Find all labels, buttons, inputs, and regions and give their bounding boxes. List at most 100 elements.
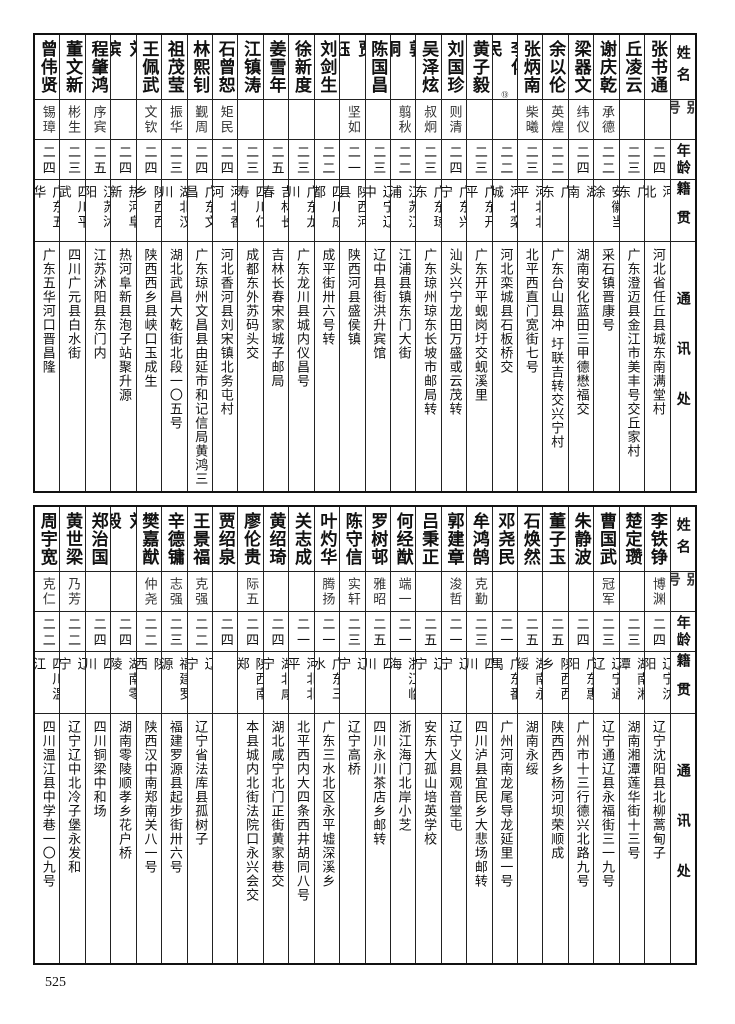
cell-alias <box>416 572 441 612</box>
cell-age: 二一 <box>289 612 314 652</box>
cell-address: 湖南安化蓝田三甲德懋福交 <box>569 242 593 491</box>
cell-address-text: 广东琼州琼东长坡市邮局转 <box>421 248 437 416</box>
cell-name-text: 郭建章 <box>443 512 464 566</box>
header-origin-text: 籍贯 <box>674 181 691 240</box>
cell-name: 李铁铮 <box>645 507 670 572</box>
cell-origin-text: 河北北平 <box>289 657 314 702</box>
cell-origin: 四川仁寿 <box>238 180 263 242</box>
cell-address: 四川广元县白水街 <box>60 242 84 491</box>
cell-address-text: 陕西汉中南郑南关八一号 <box>141 720 157 874</box>
cell-alias <box>492 572 518 612</box>
cell-origin-text: 湖南 <box>568 185 594 223</box>
person-record: 陈国昌 二三 辽宁辽中 辽中县街洪升宾馆 <box>364 35 390 491</box>
person-record: 梁器文 纬仪 二四 湖南 湖南安化蓝田三甲德懋福交 <box>567 35 594 491</box>
person-record: 贾钰坚如二一陕西河县陕西河县盛侯镇 <box>339 35 365 491</box>
cell-name-text: 祖茂莹 <box>163 40 184 94</box>
cell-origin-text: 湖南永绥 <box>518 657 543 702</box>
person-record: 樊嘉猷 仲尧 二二 陕西 陕西汉中南郑南关八一号 <box>135 507 162 963</box>
cell-name: 梁器文 <box>568 35 594 100</box>
header-name: 姓名 <box>670 35 695 100</box>
cell-name-text: 程肇鸿 <box>87 40 108 94</box>
person-record: 张炳南 柴曦 二三 河北北平 北平西直门宽街七号 <box>517 35 543 491</box>
cell-alias-text: 矩民 <box>217 105 233 135</box>
cell-alias: 振华 <box>162 100 187 140</box>
cell-origin: 辽宁辽中 <box>365 180 390 242</box>
cell-name: 黄绍琦 <box>263 507 289 572</box>
cell-age: 二四 <box>645 612 670 652</box>
cell-alias: 际五 <box>238 572 263 612</box>
cell-origin: 湖北咸宁 <box>263 652 289 714</box>
cell-origin: 广东 <box>619 180 645 242</box>
cell-name-text: 廖伦贵 <box>240 512 261 566</box>
cell-age-text: 二四 <box>217 145 233 177</box>
cell-origin: 广东琼东 <box>416 180 441 242</box>
cell-alias: 克勤 <box>467 572 492 612</box>
cell-origin: 广东五华 <box>35 180 60 242</box>
cell-address-text: 广州市十三行德兴北路九号 <box>573 720 589 888</box>
cell-name: 郑治国 <box>85 507 111 572</box>
cell-alias: 柴曦 <box>518 100 543 140</box>
cell-age: 二三 <box>60 140 85 180</box>
cell-origin: 河北北平 <box>518 180 543 242</box>
cell-alias-text: 振华 <box>166 105 182 135</box>
person-record: 张书通 二四 河北 河北省任丘县城东南满堂村 <box>644 35 670 491</box>
cell-age: 二四 <box>35 140 60 180</box>
cell-name-text: 刘毅 <box>111 512 136 548</box>
cell-age: 二五 <box>518 612 543 652</box>
cell-name: 曹国武 <box>594 507 619 572</box>
cell-alias: 克强 <box>187 572 212 612</box>
cell-origin: 湖北汉川 <box>162 180 187 242</box>
footnote-marker: ⑬ <box>500 91 509 99</box>
cell-address: 河北栾城县石板桥交 <box>493 242 517 491</box>
cell-origin: 江苏江浦 <box>390 180 416 242</box>
cell-name-text: 楚定瓒 <box>621 512 642 566</box>
cell-name-text: 黄世梁 <box>62 512 83 566</box>
cell-address-text: 辽宁义县观音堂屯 <box>446 720 462 832</box>
cell-age: 二四 <box>238 612 263 652</box>
cell-name-text: 郭桐 <box>391 40 416 76</box>
cell-name-text: 王佩武 <box>138 40 159 94</box>
cell-alias-text: 坚如 <box>344 105 360 135</box>
cell-age: 二四 <box>441 140 467 180</box>
cell-origin: 四川 <box>365 652 390 714</box>
cell-origin-text: 江苏沭阳 <box>85 185 111 230</box>
cell-origin: 辽宁 <box>60 652 85 714</box>
cell-age-text: 二三 <box>65 145 81 177</box>
header-age-text: 年龄 <box>674 142 691 177</box>
cell-age: 二一 <box>492 612 518 652</box>
cell-origin-text: 河北栾城 <box>492 185 518 230</box>
cell-alias-text: 承德 <box>599 105 615 135</box>
cell-age: 二三 <box>416 140 441 180</box>
cell-alias-text: 文钦 <box>141 105 157 135</box>
cell-alias: 觐周 <box>187 100 212 140</box>
cell-age: 二五 <box>263 140 289 180</box>
cell-address: 辽宁高桥 <box>340 714 364 963</box>
cell-address-text: 北平西内大四条西井胡同八号 <box>293 720 309 902</box>
cell-origin-text: 四川温江 <box>35 657 60 702</box>
cell-address-text: 广东三水北区永平墟深溪乡 <box>319 720 335 888</box>
cell-name: 辛德镛 <box>162 507 187 572</box>
cell-address: 四川温江县中学巷一〇九号 <box>35 714 59 963</box>
cell-address: 广东琼州文昌县由延市和记信局黄鸿三 <box>188 242 212 491</box>
cell-alias: 雅昭 <box>365 572 390 612</box>
cell-age-text: 二三 <box>293 145 309 177</box>
cell-origin-text: 热河阜新 <box>111 185 136 230</box>
person-record: 姜雪年 二五 吉林长春 吉林长春宋家城子邮局 <box>262 35 289 491</box>
cell-name-text: 叶灼华 <box>316 512 337 566</box>
person-record: 江镇涛 二三 四川仁寿 成都东外苏码头交 <box>237 35 263 491</box>
cell-name-text: 关志成 <box>290 512 311 566</box>
cell-name-text: 董子玉 <box>545 512 566 566</box>
cell-age-text: 二四 <box>243 617 259 649</box>
cell-address-text: 广东龙川县城内仪昌号 <box>293 248 309 388</box>
cell-age-text: 二三 <box>471 145 487 177</box>
cell-age-text: 二三 <box>421 145 437 177</box>
cell-age: 二二 <box>136 612 162 652</box>
cell-alias <box>543 572 568 612</box>
cell-name-text: 姜雪年 <box>265 40 286 94</box>
cell-age: 二四 <box>212 612 238 652</box>
cell-alias-text: 克仁 <box>39 577 55 607</box>
cell-alias-text: 端一 <box>395 577 411 607</box>
cell-address-text: 广东五华河口晋昌隆 <box>39 248 55 374</box>
cell-address-text: 河北栾城县石板桥交 <box>497 248 513 374</box>
cell-address-text: 浙江海门北岸小芝 <box>395 720 411 832</box>
